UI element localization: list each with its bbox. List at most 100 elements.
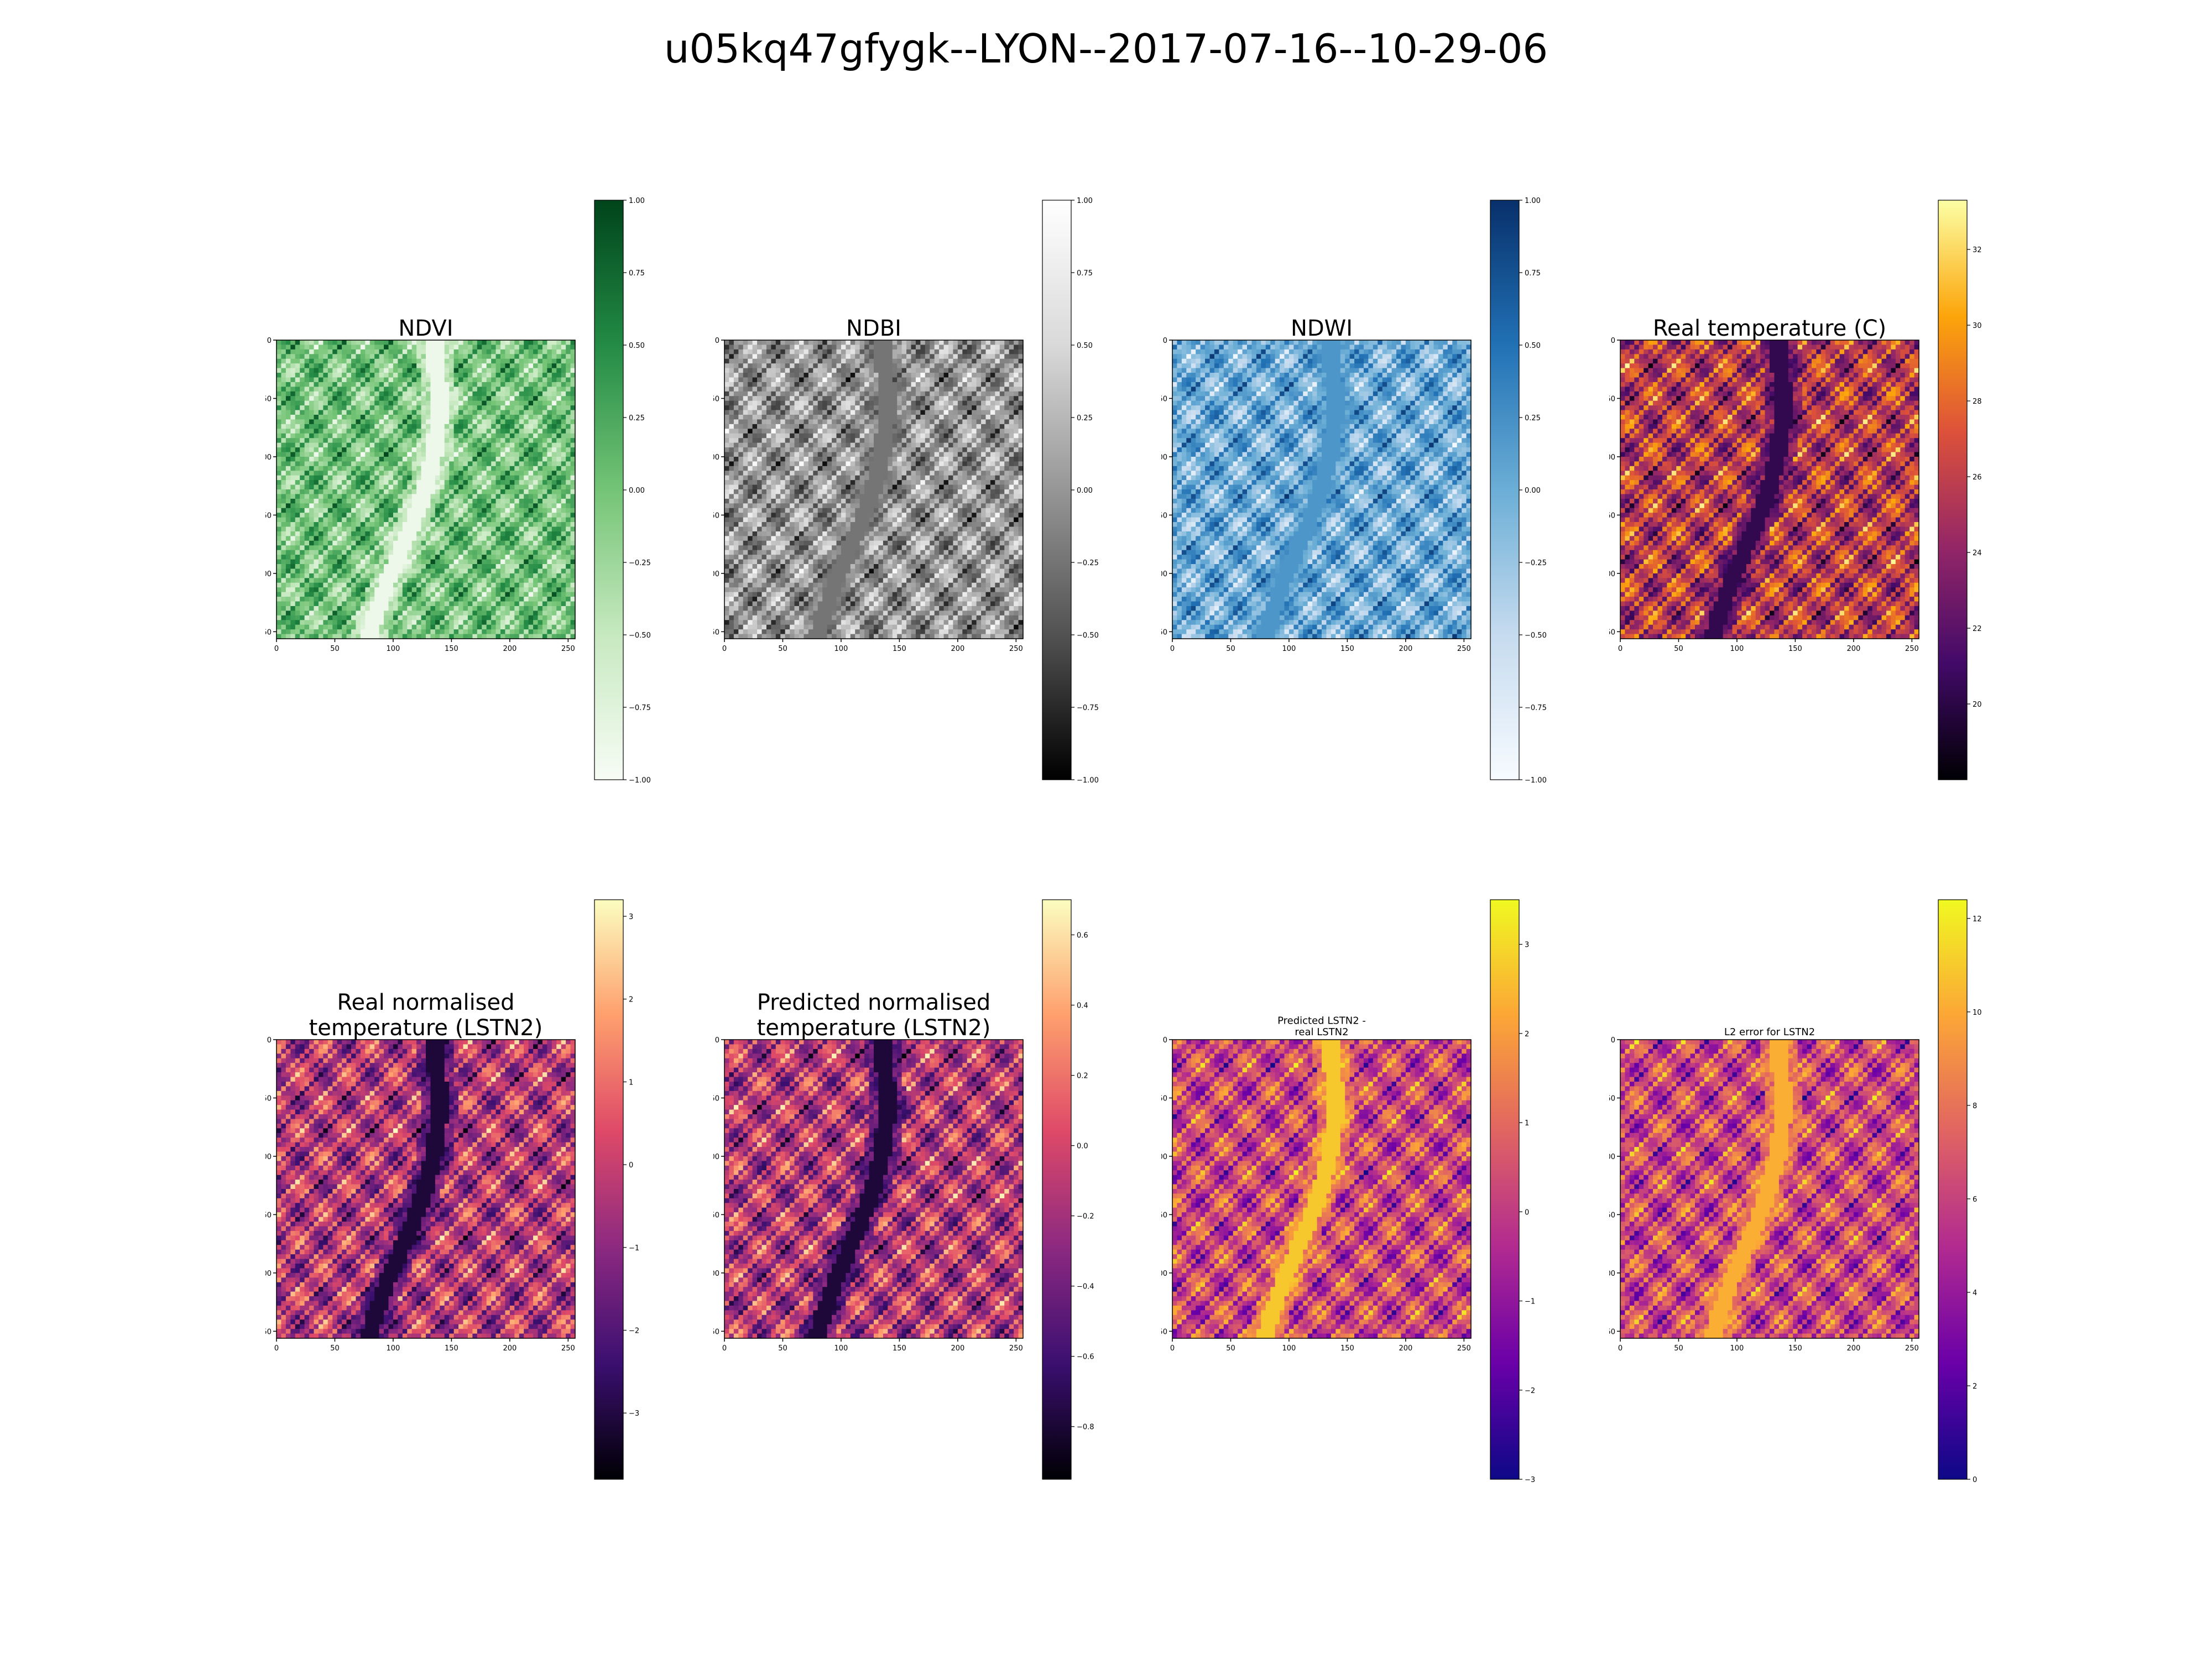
y-tick-label: 50 <box>713 395 719 403</box>
colorbar-tick-label: 2 <box>629 996 633 1004</box>
colorbar <box>1490 200 1520 780</box>
colorbar-tick-label: 1.00 <box>1525 197 1541 205</box>
panel-title: Real temperature (C) <box>1653 316 1886 341</box>
y-tick-label: 0 <box>715 337 719 345</box>
x-tick-label: 100 <box>387 645 400 653</box>
colorbar-tick-label: −0.8 <box>1077 1423 1094 1432</box>
x-tick-label: 200 <box>1846 645 1860 653</box>
y-tick-label: 150 <box>265 512 272 520</box>
colorbar-tick-label: −2 <box>1525 1387 1535 1395</box>
colorbar-tick-label: 22 <box>1973 625 1982 633</box>
colorbar-tick-label: 0 <box>1525 1208 1529 1217</box>
colorbar-tick-label: 1 <box>1525 1119 1529 1128</box>
panel-title: Predicted normalised temperature (LSTN2) <box>757 990 991 1041</box>
y-tick-label: 150 <box>1161 512 1167 520</box>
x-tick-label: 50 <box>1226 1344 1235 1353</box>
x-tick-label: 200 <box>1399 1344 1412 1353</box>
x-tick-label: 100 <box>1282 645 1296 653</box>
colorbar <box>1938 899 1968 1480</box>
colorbar-tick-label: −0.2 <box>1077 1213 1094 1221</box>
colorbar-tick-label: 32 <box>1973 246 1982 254</box>
y-tick-label: 250 <box>1161 1328 1167 1336</box>
colorbar-tick-label: −1.00 <box>1525 776 1547 785</box>
figure-title: u05kq47gfygk--LYON--2017-07-16--10-29-06 <box>0 21 2212 76</box>
y-tick-label: 150 <box>1609 1211 1615 1219</box>
colorbar-tick-label: −3 <box>1525 1476 1535 1484</box>
colorbar-tick-label: 0.25 <box>1077 414 1093 422</box>
heatmap-cells <box>724 1040 1024 1339</box>
x-tick-label: 200 <box>503 1344 517 1353</box>
y-tick-label: 100 <box>265 1153 272 1161</box>
panel-title: NDWI <box>1291 316 1353 341</box>
y-tick-label: 250 <box>265 1328 272 1336</box>
x-tick-label: 250 <box>1009 1344 1023 1353</box>
y-tick-label: 200 <box>1161 1270 1167 1278</box>
colorbar-tick-label: 0.00 <box>629 487 645 495</box>
x-tick-label: 50 <box>778 645 787 653</box>
panel-ndwi: NDWI 0 50 100 150 200 250 0 50 100 150 200 250 −1.00 −… <box>1154 166 1609 796</box>
x-tick-label: 250 <box>561 1344 575 1353</box>
x-tick-label: 100 <box>834 1344 848 1353</box>
panel-ndvi: NDVI 0 50 100 150 200 250 0 50 100 150 200 250 −1.00 −… <box>258 166 713 796</box>
colorbar-tick-label: 28 <box>1973 398 1982 406</box>
heatmap-chart: Predicted normalised temperature (LSTN2) 0… <box>706 899 1094 1480</box>
colorbar-tick-label: 0.25 <box>1525 414 1541 422</box>
x-tick-label: 50 <box>778 1344 787 1353</box>
colorbar-tick-label: 0.25 <box>629 414 645 422</box>
y-tick-label: 200 <box>713 1270 719 1278</box>
colorbar-tick-label: 0 <box>1973 1476 1977 1484</box>
colorbar-tick-label: 0.4 <box>1077 1002 1088 1010</box>
x-tick-label: 50 <box>1674 1344 1683 1353</box>
y-tick-label: 200 <box>1609 1270 1615 1278</box>
x-tick-label: 0 <box>274 645 279 653</box>
y-tick-label: 150 <box>265 1211 272 1219</box>
colorbar-tick-label: 1 <box>629 1078 633 1087</box>
colorbar <box>594 200 624 780</box>
colorbar-tick-label: −0.25 <box>1077 559 1099 567</box>
colorbar-tick-label: 0.50 <box>629 342 645 350</box>
heatmap-chart: NDWI 0 50 100 150 200 250 0 50 100 150 200 250 −1.00 −… <box>1154 197 1547 785</box>
heatmap-cells <box>276 1040 576 1339</box>
y-tick-label: 0 <box>267 1036 272 1045</box>
colorbar-tick-label: 12 <box>1973 915 1982 924</box>
x-tick-label: 50 <box>1226 645 1235 653</box>
x-tick-label: 250 <box>1905 645 1919 653</box>
colorbar <box>594 899 624 1480</box>
colorbar-tick-label: 0.0 <box>1077 1142 1088 1151</box>
colorbar <box>1938 200 1968 780</box>
x-tick-label: 250 <box>1009 645 1023 653</box>
heatmap-cells <box>1172 1040 1472 1339</box>
panel-predicted-normalised-temperature: Predicted normalised temperature (LSTN2) 0… <box>706 865 1161 1496</box>
panel-title: Predicted LSTN2 -real LSTN2 <box>1277 1015 1366 1038</box>
y-tick-label: 0 <box>1611 337 1615 345</box>
colorbar-tick-label: 0.6 <box>1077 932 1088 940</box>
colorbar-tick-label: 1.00 <box>629 197 645 205</box>
y-tick-label: 250 <box>265 628 272 637</box>
x-tick-label: 150 <box>1788 645 1802 653</box>
y-tick-label: 150 <box>1609 512 1615 520</box>
x-tick-label: 250 <box>1457 645 1471 653</box>
x-tick-label: 150 <box>893 645 906 653</box>
x-tick-label: 100 <box>387 1344 400 1353</box>
colorbar-tick-label: 8 <box>1973 1102 1977 1110</box>
colorbar-tick-label: 1.00 <box>1077 197 1093 205</box>
y-tick-label: 50 <box>713 1094 719 1103</box>
y-tick-label: 250 <box>1161 628 1167 637</box>
x-tick-label: 150 <box>893 1344 906 1353</box>
x-tick-label: 100 <box>1730 645 1744 653</box>
x-tick-label: 250 <box>1905 1344 1919 1353</box>
panel-title: L2 error for LSTN2 <box>1724 1026 1815 1038</box>
y-tick-label: 150 <box>713 512 719 520</box>
x-tick-label: 100 <box>1282 1344 1296 1353</box>
colorbar-tick-label: 0.50 <box>1525 342 1541 350</box>
colorbar <box>1042 200 1072 780</box>
x-tick-label: 150 <box>1340 645 1354 653</box>
y-tick-label: 250 <box>1609 628 1615 637</box>
x-tick-label: 150 <box>1340 1344 1354 1353</box>
y-tick-label: 100 <box>1161 1153 1167 1161</box>
x-tick-label: 0 <box>722 1344 727 1353</box>
colorbar-tick-label: −0.50 <box>629 632 651 640</box>
colorbar-tick-label: −0.75 <box>629 704 651 712</box>
heatmap-chart: Real normalised temperature (LSTN2)0 50 100… <box>258 899 639 1480</box>
y-tick-label: 50 <box>1161 395 1167 403</box>
